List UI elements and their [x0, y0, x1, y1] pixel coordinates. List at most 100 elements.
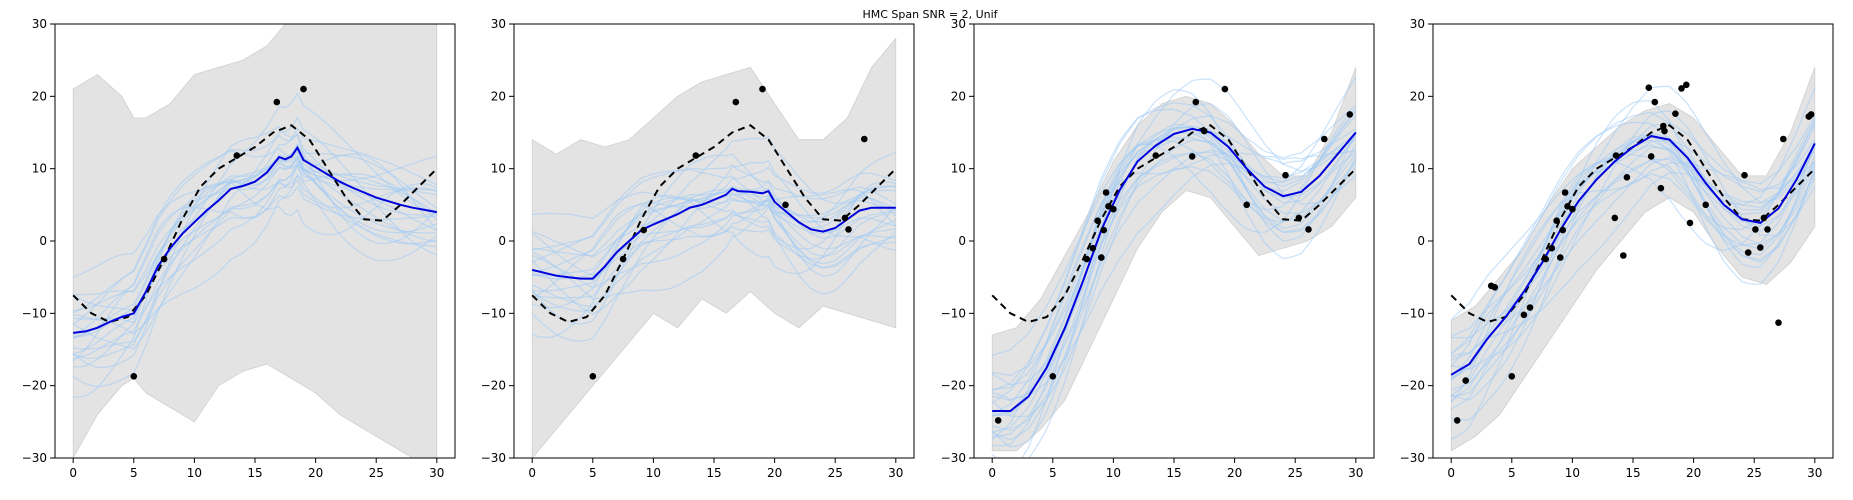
observation-point	[1612, 152, 1620, 159]
x-tick-label: 5	[1049, 466, 1057, 480]
x-tick-label: 10	[1565, 466, 1580, 480]
y-axis: −30 −20 −10 0 10 20 30	[22, 17, 55, 465]
posterior-sample-line	[1451, 85, 1816, 339]
observation-point	[1657, 184, 1665, 192]
observation-point	[1192, 98, 1200, 106]
posterior-sample-line	[531, 153, 897, 325]
observation-point	[1557, 254, 1564, 261]
x-tick-label: 5	[589, 466, 597, 480]
y-tick-label: −20	[1400, 379, 1425, 393]
observation-point	[1553, 217, 1560, 224]
observation-point	[1094, 217, 1101, 224]
posterior-sample-line	[531, 199, 896, 308]
posterior-sample-line	[1450, 87, 1816, 320]
observation-point	[300, 85, 307, 93]
posterior-mean-line	[73, 145, 437, 334]
observation-point	[1741, 171, 1748, 179]
y-tick-label: 10	[32, 162, 47, 176]
posterior-sample-line	[531, 181, 896, 339]
observation-points	[994, 85, 1354, 424]
credible-band	[72, 24, 438, 458]
y-tick-label: 30	[491, 17, 506, 31]
observation-point	[1201, 127, 1208, 135]
observation-point	[1083, 255, 1090, 263]
subplot-panel-1: 0 5 10 15 20 25 30 −30 −20 −10 0 10 20 30	[22, 17, 456, 480]
posterior-sample-line	[73, 154, 437, 359]
posterior-sample-line	[1450, 158, 1816, 397]
observation-point	[1744, 249, 1752, 256]
x-tick-label: 20	[308, 466, 323, 480]
observation-point	[1520, 311, 1528, 319]
observation-point	[589, 373, 597, 380]
y-tick-label: 30	[951, 17, 966, 31]
observation-point	[1508, 373, 1516, 380]
posterior-sample-line	[532, 204, 896, 292]
plot-area	[1450, 67, 1816, 452]
subplot-grid: 0 5 10 15 20 25 30 −30 −20 −10 0 10 20 30 0 5 10 15 20 25 30…	[22, 17, 1834, 480]
y-tick-label: −20	[22, 379, 47, 393]
y-tick-label: 30	[32, 17, 47, 31]
posterior-sample-line	[532, 212, 896, 299]
posterior-sample-line	[73, 164, 438, 355]
x-tick-label: 15	[706, 466, 721, 480]
posterior-sample-line	[992, 105, 1357, 377]
observation-point	[1346, 111, 1354, 118]
observation-point	[732, 98, 740, 106]
observation-point	[759, 85, 766, 93]
observation-point	[861, 135, 868, 143]
observation-point	[845, 226, 852, 233]
true-function-line	[72, 124, 438, 324]
posterior-sample-line	[72, 126, 438, 369]
observation-point	[1221, 85, 1229, 93]
x-tick-label: 0	[528, 466, 536, 480]
observation-point	[1775, 319, 1782, 327]
observation-point	[1645, 84, 1653, 91]
observation-points	[589, 85, 868, 380]
observation-point	[1089, 244, 1097, 252]
y-tick-label: 20	[1410, 89, 1425, 103]
observation-point	[1542, 255, 1549, 263]
observation-points	[130, 85, 307, 380]
observation-point	[1757, 244, 1764, 251]
posterior-sample-line	[1451, 134, 1816, 421]
subplot-panel-3: 0 5 10 15 20 25 30 −30 −20 −10 0 10 20 30	[941, 17, 1375, 480]
subplot-panel-2: 0 5 10 15 20 25 30 −30 −20 −10 0 10 20 30	[481, 17, 915, 480]
posterior-sample-line	[532, 180, 897, 273]
posterior-sample-line	[531, 194, 897, 300]
observation-point	[1305, 226, 1312, 233]
observation-point	[1623, 174, 1631, 181]
observation-point	[1561, 189, 1569, 196]
posterior-mean-line	[1450, 135, 1816, 376]
observation-point	[1243, 201, 1250, 209]
observation-point	[1651, 98, 1659, 106]
observation-point	[1764, 226, 1771, 233]
y-tick-label: −30	[481, 451, 506, 465]
observation-point	[1152, 152, 1160, 159]
x-tick-label: 20	[767, 466, 782, 480]
x-axis: 0 5 10 15 20 25 30	[69, 458, 444, 480]
figure-suptitle: HMC Span SNR = 2, Unif	[862, 8, 998, 21]
observation-point	[130, 373, 138, 380]
observation-point	[1672, 110, 1679, 117]
posterior-sample-line	[991, 78, 1357, 386]
y-tick-label: −10	[941, 306, 966, 320]
x-tick-label: 25	[1288, 466, 1303, 480]
x-tick-label: 0	[1447, 466, 1455, 480]
y-tick-label: −10	[22, 306, 47, 320]
observation-point	[1660, 122, 1667, 130]
observation-point	[1760, 214, 1768, 222]
observation-point	[1188, 153, 1196, 160]
x-tick-label: 20	[1686, 466, 1701, 480]
posterior-sample-line	[73, 155, 437, 350]
observation-point	[1049, 373, 1057, 380]
posterior-sample-line	[73, 181, 438, 398]
credible-band	[531, 37, 897, 458]
y-tick-label: 0	[958, 234, 966, 248]
posterior-sample-line	[73, 173, 438, 335]
posterior-sample-line	[532, 164, 896, 251]
observation-point	[1569, 205, 1576, 213]
posterior-sample-line	[991, 76, 1357, 357]
posterior-sample-line	[72, 147, 437, 326]
observation-point	[273, 98, 281, 106]
x-tick-label: 5	[1508, 466, 1516, 480]
